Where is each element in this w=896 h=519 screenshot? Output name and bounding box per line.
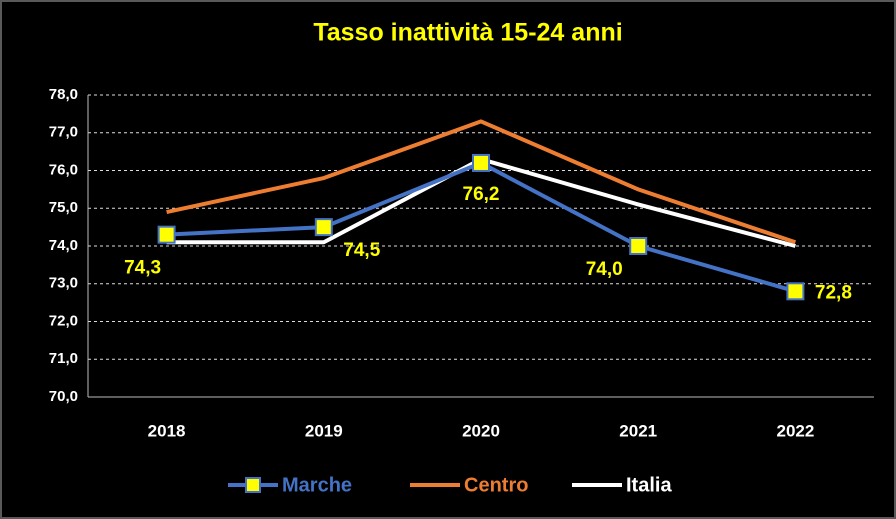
x-tick-label: 2019 [305,421,343,440]
x-tick-label: 2022 [776,421,814,440]
x-tick-label: 2021 [619,421,657,440]
y-tick-label: 74,0 [49,237,78,254]
data-label: 74,3 [124,258,161,279]
data-label: 74,0 [586,259,623,280]
y-tick-label: 77,0 [49,124,78,141]
y-tick-label: 78,0 [49,86,78,103]
chart-title: Tasso inattività 15-24 anni [313,19,622,47]
y-tick-label: 70,0 [49,388,78,405]
x-tick-label: 2018 [148,421,186,440]
legend-label: Marche [282,474,352,496]
marker [472,153,490,172]
marker [314,218,333,237]
legend-label: Centro [464,474,528,496]
data-label: 72,8 [815,282,852,303]
y-tick-label: 71,0 [49,350,78,367]
y-tick-label: 76,0 [49,161,78,178]
marker [786,282,805,301]
data-label: 74,5 [343,240,380,261]
series-line [166,119,797,245]
legend-label: Italia [626,474,672,496]
x-tick-label: 2020 [462,421,500,440]
marker [157,225,176,244]
data-label: 76,2 [463,184,500,205]
marker [629,237,648,255]
y-tick-label: 72,0 [49,312,78,329]
legend-marker [245,477,261,493]
y-tick-label: 75,0 [49,199,78,216]
y-tick-label: 73,0 [49,275,78,292]
